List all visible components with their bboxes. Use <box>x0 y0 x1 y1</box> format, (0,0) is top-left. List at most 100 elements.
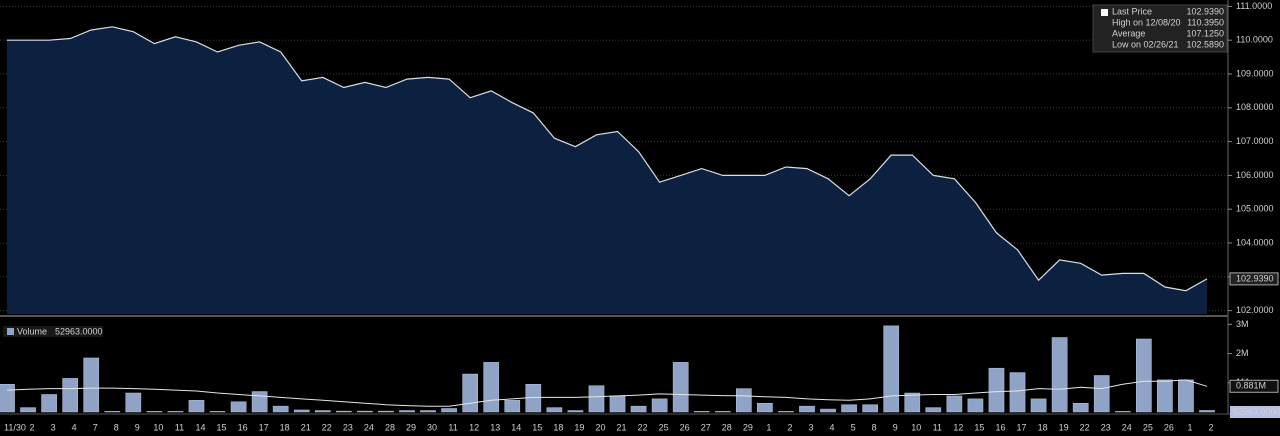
legend-value: 52963.0000 <box>55 326 103 336</box>
bar <box>483 362 500 413</box>
bar <box>820 408 836 413</box>
last-value-tag <box>1229 272 1279 286</box>
x-tick-label: 30 <box>427 422 437 432</box>
area <box>7 26 1207 315</box>
last-value-label: 102.9390 <box>1236 273 1274 283</box>
legend-value: 110.3950 <box>1187 17 1224 27</box>
x-tick-label: 10 <box>911 422 921 432</box>
bar <box>736 388 752 413</box>
x-tick-label: 21 <box>301 422 311 432</box>
x-tick-label: 11 <box>933 422 942 432</box>
bar <box>167 411 184 413</box>
bar <box>357 410 373 413</box>
bar <box>567 410 584 413</box>
x-tick-label: 17 <box>1017 422 1027 432</box>
x-tick-label: 2 <box>1208 422 1213 432</box>
legend-label: Last Price <box>1112 6 1152 16</box>
x-tick-label: 8 <box>114 422 119 432</box>
bar <box>1178 379 1194 413</box>
bar <box>188 400 205 413</box>
x-tick-label: 15 <box>532 422 542 432</box>
bar <box>1157 379 1173 413</box>
bar <box>293 409 310 413</box>
y-tick-label: 105.0000 <box>1236 204 1274 214</box>
bar <box>883 325 900 413</box>
x-tick-label: 18 <box>280 422 290 432</box>
bar <box>841 404 857 413</box>
x-tick-label: 24 <box>364 422 374 432</box>
bar <box>799 405 815 413</box>
legend-label: High on 12/08/20 <box>1112 17 1181 27</box>
bar <box>251 391 268 413</box>
y-tick-label: 108.0000 <box>1236 102 1274 112</box>
bar <box>609 395 626 413</box>
bar <box>336 410 352 413</box>
y-tick-label: 109.0000 <box>1236 68 1274 78</box>
x-tick-label: 2 <box>787 422 792 432</box>
legend-icon <box>1101 9 1108 16</box>
bar <box>504 400 521 413</box>
bar <box>967 398 984 413</box>
x-tick-label: 25 <box>1143 422 1153 432</box>
bar <box>41 394 57 413</box>
bar <box>757 402 773 413</box>
x-tick-label: 26 <box>680 422 690 432</box>
x-tick-label: 5 <box>851 422 856 432</box>
bar <box>20 407 36 413</box>
bar <box>104 411 121 413</box>
x-tick-label: 12 <box>953 422 963 432</box>
x-tick-label: 29 <box>406 422 416 432</box>
plot <box>0 5 1228 413</box>
y-tick-label: 104.0000 <box>1236 237 1274 247</box>
bar <box>62 378 78 413</box>
legend-label: Average <box>1112 28 1145 38</box>
bar <box>1093 375 1110 413</box>
legend-value: 102.9390 <box>1186 6 1224 16</box>
bar <box>146 411 163 413</box>
x-tick-label: 22 <box>1080 422 1090 432</box>
bar <box>441 408 457 413</box>
y-tick-label: 110.0000 <box>1236 35 1273 45</box>
bar <box>946 395 963 413</box>
x-tick-label: 13 <box>490 422 500 432</box>
x-tick-label: 16 <box>238 422 248 432</box>
x-tick-label: 15 <box>974 422 984 432</box>
bar <box>399 410 415 413</box>
volume-legend-box <box>3 326 103 337</box>
bar <box>693 411 710 413</box>
x-tick-label: 29 <box>743 422 753 432</box>
last-value-label: 52963.0000 <box>1233 406 1280 416</box>
x-tick-label: 21 <box>617 422 627 432</box>
y-tick-label: 107.0000 <box>1236 136 1274 146</box>
bar <box>1114 411 1131 413</box>
x-tick-label: 1 <box>766 422 771 432</box>
bar <box>862 404 878 413</box>
x-tick-label: 19 <box>1059 422 1069 432</box>
bar <box>272 405 289 413</box>
y-tick-label: 111.0000 <box>1236 1 1272 11</box>
x-tick-label: 9 <box>893 422 898 432</box>
bar <box>230 401 247 413</box>
x-tick-label: 8 <box>872 422 877 432</box>
x-tick-label: 23 <box>343 422 353 432</box>
bar <box>651 398 668 413</box>
x-tick-label: 15 <box>217 422 227 432</box>
x-tick-label: 11 <box>448 422 457 432</box>
x-tick-label: 14 <box>195 422 205 432</box>
bar <box>904 392 921 413</box>
x-tick-label: 25 <box>659 422 669 432</box>
y-tick-label: 3M <box>1236 319 1249 329</box>
x-tick-label: 1 <box>1187 422 1192 432</box>
x-tick-label: 27 <box>701 422 711 432</box>
legend-label: Volume <box>17 326 47 336</box>
y-tick-label: 2M <box>1236 348 1249 358</box>
legend-box <box>1092 4 1228 53</box>
last-value-label: 0.881M <box>1236 381 1266 391</box>
x-tick-label: 10 <box>153 422 163 432</box>
bar <box>420 410 436 413</box>
bar <box>988 367 1005 413</box>
legend-label: Low on 02/26/21 <box>1112 39 1179 49</box>
x-tick-label: 3 <box>808 422 813 432</box>
x-tick-label: 24 <box>1122 422 1132 432</box>
